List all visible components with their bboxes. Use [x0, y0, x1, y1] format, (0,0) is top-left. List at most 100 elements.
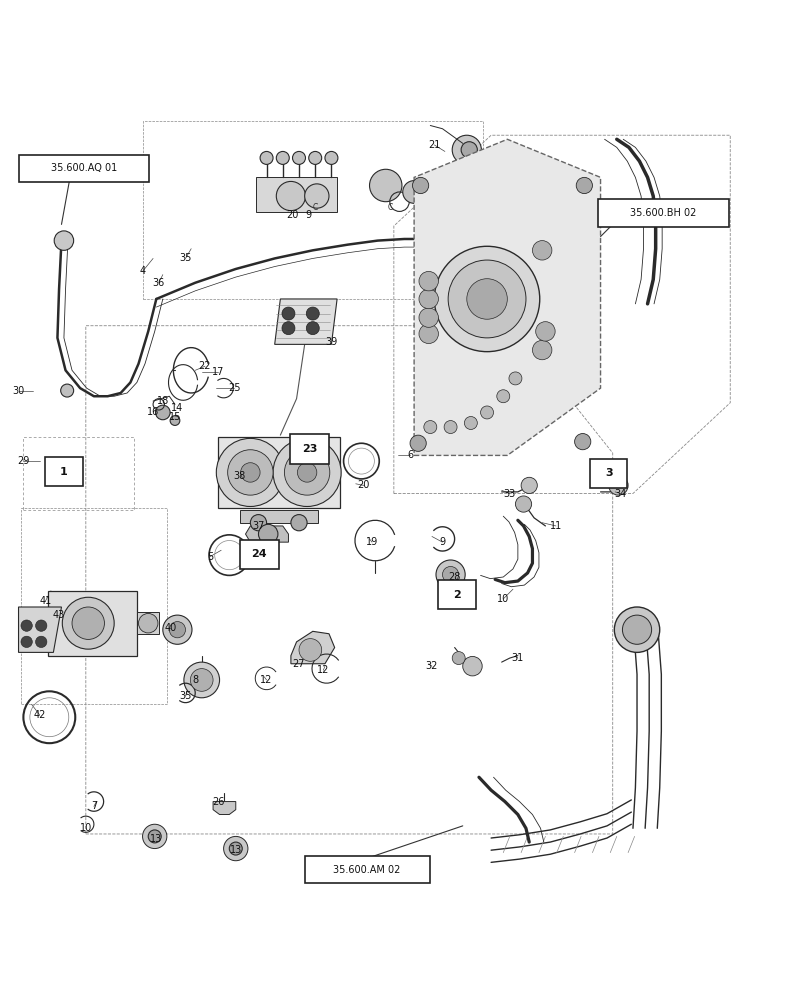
- Polygon shape: [137, 612, 159, 634]
- Circle shape: [148, 830, 161, 843]
- Circle shape: [62, 597, 114, 649]
- Polygon shape: [48, 591, 137, 656]
- Circle shape: [258, 524, 277, 544]
- Circle shape: [169, 416, 179, 425]
- Circle shape: [61, 384, 74, 397]
- Circle shape: [297, 463, 316, 482]
- Text: 33: 33: [503, 489, 515, 499]
- Text: 38: 38: [234, 471, 246, 481]
- Text: 35.600.AM 02: 35.600.AM 02: [333, 865, 401, 875]
- Circle shape: [276, 151, 289, 164]
- Circle shape: [418, 324, 438, 344]
- Circle shape: [227, 450, 272, 495]
- Text: C: C: [387, 203, 392, 212]
- Text: 24: 24: [251, 549, 267, 559]
- Circle shape: [436, 560, 465, 589]
- Text: 42: 42: [33, 710, 45, 720]
- Circle shape: [324, 151, 337, 164]
- Circle shape: [480, 406, 493, 419]
- Text: 10: 10: [79, 823, 92, 833]
- Circle shape: [452, 135, 481, 164]
- Text: 43: 43: [53, 610, 65, 620]
- Circle shape: [163, 615, 191, 644]
- Circle shape: [260, 151, 272, 164]
- FancyBboxPatch shape: [304, 856, 429, 883]
- Circle shape: [276, 181, 305, 211]
- Circle shape: [402, 181, 425, 203]
- Text: 3: 3: [604, 468, 611, 478]
- Text: 9: 9: [439, 537, 445, 547]
- Text: 17: 17: [212, 367, 224, 377]
- Text: 30: 30: [12, 386, 24, 396]
- Text: 21: 21: [427, 140, 440, 150]
- Circle shape: [21, 636, 32, 648]
- Circle shape: [515, 496, 531, 512]
- Text: 35.600.AQ 01: 35.600.AQ 01: [50, 163, 117, 173]
- Text: 35: 35: [179, 691, 191, 701]
- Circle shape: [169, 622, 185, 638]
- Text: 26: 26: [212, 797, 224, 807]
- Text: 36: 36: [152, 278, 165, 288]
- Circle shape: [281, 307, 294, 320]
- Circle shape: [298, 639, 321, 661]
- Text: 28: 28: [448, 572, 461, 582]
- Text: 39: 39: [325, 337, 337, 347]
- Circle shape: [532, 340, 551, 360]
- Text: 7: 7: [91, 801, 97, 811]
- Polygon shape: [274, 299, 337, 344]
- Circle shape: [461, 142, 477, 158]
- Circle shape: [434, 246, 539, 352]
- Polygon shape: [212, 802, 235, 815]
- Polygon shape: [255, 177, 337, 212]
- FancyBboxPatch shape: [239, 540, 278, 569]
- Circle shape: [143, 824, 167, 849]
- Circle shape: [614, 607, 659, 652]
- Circle shape: [306, 322, 319, 335]
- Text: 27: 27: [293, 659, 305, 669]
- Circle shape: [423, 421, 436, 434]
- Circle shape: [532, 241, 551, 260]
- Circle shape: [272, 438, 341, 506]
- Circle shape: [418, 308, 438, 327]
- Circle shape: [36, 636, 47, 648]
- Circle shape: [306, 307, 319, 320]
- Circle shape: [466, 279, 507, 319]
- FancyBboxPatch shape: [290, 434, 328, 464]
- Polygon shape: [414, 139, 600, 455]
- Circle shape: [240, 463, 260, 482]
- Circle shape: [412, 177, 428, 194]
- Text: 4: 4: [139, 266, 145, 276]
- Circle shape: [576, 177, 592, 194]
- Circle shape: [290, 515, 307, 531]
- Circle shape: [496, 390, 509, 403]
- Circle shape: [574, 434, 590, 450]
- Circle shape: [223, 836, 247, 861]
- Text: 12: 12: [317, 665, 329, 675]
- Text: 13: 13: [230, 845, 242, 855]
- Text: 12: 12: [260, 675, 272, 685]
- Text: 34: 34: [614, 489, 626, 499]
- Text: C: C: [312, 203, 317, 212]
- Text: 23: 23: [302, 444, 317, 454]
- Text: 19: 19: [366, 537, 378, 547]
- Text: 31: 31: [511, 653, 523, 663]
- Text: 40: 40: [165, 623, 177, 633]
- Text: 16: 16: [147, 407, 159, 417]
- Circle shape: [156, 405, 169, 420]
- FancyBboxPatch shape: [19, 155, 149, 182]
- Circle shape: [36, 620, 47, 631]
- Text: 2: 2: [453, 590, 461, 600]
- Text: 9: 9: [305, 210, 311, 220]
- Circle shape: [190, 669, 212, 691]
- Text: 11: 11: [549, 521, 561, 531]
- Circle shape: [448, 260, 526, 338]
- Polygon shape: [217, 437, 339, 508]
- Text: 5: 5: [207, 552, 212, 562]
- Polygon shape: [290, 631, 334, 664]
- Circle shape: [418, 289, 438, 309]
- Text: 1: 1: [60, 467, 67, 477]
- Circle shape: [462, 656, 482, 676]
- Text: 37: 37: [252, 521, 264, 531]
- Text: 14: 14: [171, 403, 183, 413]
- Text: 32: 32: [425, 661, 438, 671]
